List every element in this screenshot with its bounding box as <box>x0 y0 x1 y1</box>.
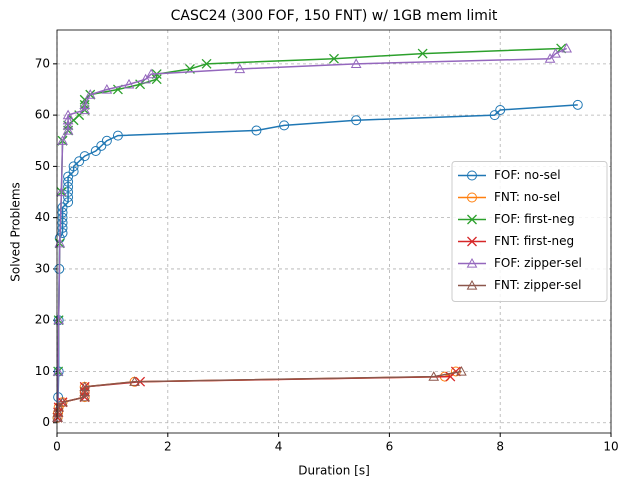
marker <box>572 99 583 110</box>
y-tick-label: 0 <box>42 415 50 429</box>
legend-label: FOF: first-neg <box>494 212 575 226</box>
series-line <box>56 370 457 418</box>
legend-box <box>451 161 608 302</box>
marker <box>456 365 467 376</box>
marker <box>112 130 123 141</box>
y-tick-label: 20 <box>35 313 50 327</box>
marker <box>57 135 68 145</box>
marker <box>57 207 68 218</box>
marker <box>234 63 246 74</box>
marker <box>74 156 85 167</box>
marker <box>52 406 64 417</box>
marker <box>351 115 362 126</box>
marker <box>544 53 556 63</box>
marker <box>279 120 290 131</box>
marker <box>68 166 79 177</box>
marker <box>450 366 461 377</box>
legend-marker <box>467 214 477 225</box>
legend-marker <box>466 257 478 268</box>
marker <box>145 68 157 79</box>
y-tick-label: 40 <box>35 210 50 224</box>
marker <box>329 53 339 64</box>
marker <box>556 43 567 54</box>
marker <box>96 140 107 151</box>
x-tick-label: 8 <box>496 440 504 454</box>
marker <box>550 48 561 58</box>
marker <box>79 386 91 397</box>
marker <box>62 114 74 125</box>
legend-marker <box>467 192 477 203</box>
marker <box>57 228 68 239</box>
marker <box>63 197 74 208</box>
marker <box>62 109 74 120</box>
marker <box>84 89 96 99</box>
marker <box>79 391 91 402</box>
marker <box>53 401 65 412</box>
y-tick-label: 50 <box>35 159 50 173</box>
marker <box>129 376 140 386</box>
x-tick-label: 0 <box>53 440 61 454</box>
marker <box>79 381 91 391</box>
marker <box>79 104 91 115</box>
x-tick-label: 10 <box>603 440 618 454</box>
legend-label: FOF: no-sel <box>494 168 561 182</box>
y-tick-label: 10 <box>35 364 50 378</box>
marker <box>57 212 68 223</box>
legend-marker <box>466 279 478 290</box>
marker <box>52 365 64 376</box>
marker <box>63 176 74 187</box>
marker <box>350 58 362 68</box>
marker <box>101 83 113 94</box>
marker <box>417 48 428 59</box>
marker <box>57 396 68 407</box>
x-axis-label: Duration [s] <box>298 464 370 478</box>
marker <box>140 73 151 84</box>
legend-label: FNT: no-sel <box>494 190 560 204</box>
legend-label: FOF: zipper-sel <box>494 256 582 270</box>
y-tick-label: 60 <box>35 108 50 122</box>
marker <box>489 110 500 121</box>
legend-label: FNT: zipper-sel <box>494 278 581 292</box>
marker <box>561 42 573 53</box>
marker <box>56 186 67 197</box>
chart-title: CASC24 (300 FOF, 150 FNT) w/ 1GB mem lim… <box>171 8 498 24</box>
marker <box>63 181 74 192</box>
marker <box>63 171 74 182</box>
x-tick-label: 2 <box>164 440 172 454</box>
y-axis-label: Solved Problems <box>9 182 23 282</box>
marker <box>68 161 79 172</box>
series-line <box>56 47 567 418</box>
marker <box>57 202 68 213</box>
legend: FOF: no-sel FNT: no-sel FOF: first-neg FNT:… <box>451 161 608 302</box>
marker <box>62 119 74 130</box>
y-tick-label: 70 <box>35 56 50 70</box>
marker <box>201 58 212 69</box>
legend-marker <box>467 170 477 181</box>
marker <box>123 78 135 89</box>
marker <box>495 104 506 115</box>
x-tick-label: 6 <box>386 440 394 454</box>
marker <box>101 135 112 146</box>
marker <box>57 222 68 233</box>
marker <box>428 371 440 381</box>
marker <box>251 125 262 136</box>
marker <box>54 237 66 248</box>
marker <box>90 146 101 157</box>
marker <box>79 99 91 109</box>
marker <box>63 192 74 203</box>
x-tick-label: 4 <box>275 440 283 454</box>
marker <box>53 314 65 325</box>
legend-label: FNT: first-neg <box>494 234 574 248</box>
series-line <box>56 370 457 418</box>
legend-marker <box>467 236 477 247</box>
plot-frame <box>56 29 612 434</box>
marker <box>57 217 68 228</box>
y-tick-label: 30 <box>35 261 50 275</box>
series-line <box>56 370 462 418</box>
marker <box>79 151 90 162</box>
marker <box>62 124 74 135</box>
marker <box>52 412 63 422</box>
